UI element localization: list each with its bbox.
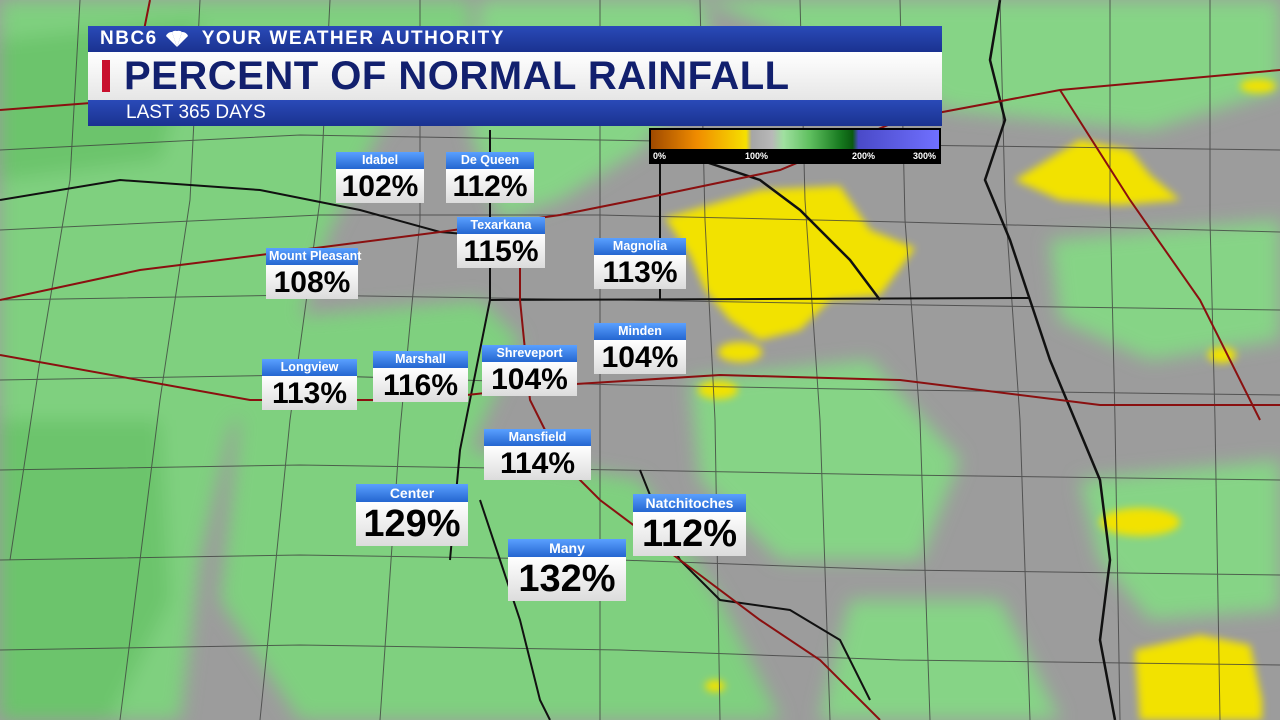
legend-label-0: 0% — [653, 151, 667, 161]
city-label-longview: Longview 113% — [262, 359, 357, 410]
city-name: Mount Pleasant — [266, 248, 361, 265]
city-label-mount-pleasant: Mount Pleasant 108% — [266, 248, 361, 299]
city-value: 129% — [356, 502, 468, 546]
city-name: Texarkana — [457, 217, 545, 234]
city-name: Natchitoches — [633, 494, 746, 512]
rivers — [699, 0, 1117, 720]
city-value: 113% — [262, 376, 357, 410]
city-label-mansfield: Mansfield 114% — [484, 429, 591, 480]
city-label-center: Center 129% — [356, 484, 468, 546]
city-value: 132% — [508, 557, 626, 601]
tagline: YOUR WEATHER AUTHORITY — [201, 28, 505, 49]
nbc6-logo: NBC6 — [100, 28, 192, 50]
city-label-de-queen: De Queen 112% — [446, 152, 534, 203]
legend-gradient — [651, 130, 939, 149]
page-title: PERCENT OF NORMAL RAINFALL — [124, 53, 790, 98]
subtitle: LAST 365 DAYS — [126, 102, 266, 123]
title-accent — [102, 60, 110, 92]
city-value: 113% — [594, 255, 686, 289]
city-name: Longview — [262, 359, 357, 376]
city-name: Magnolia — [594, 238, 686, 255]
city-name: Many — [508, 539, 626, 557]
city-value: 104% — [482, 362, 577, 396]
city-label-idabel: Idabel 102% — [336, 152, 424, 203]
city-name: Center — [356, 484, 468, 502]
city-value: 112% — [446, 169, 534, 203]
city-name: Shreveport — [482, 345, 577, 362]
city-value: 112% — [633, 512, 746, 556]
peacock-icon — [165, 30, 188, 47]
city-value: 115% — [457, 234, 545, 268]
city-label-many: Many 132% — [508, 539, 626, 601]
brand-bar: NBC6 YOUR WEATHER AUTHORITY — [88, 26, 942, 52]
city-label-shreveport: Shreveport 104% — [482, 345, 577, 396]
state-borders — [0, 130, 1031, 720]
city-value: 102% — [336, 169, 424, 203]
city-name: Marshall — [373, 351, 468, 368]
legend-label-300: 300% — [913, 151, 937, 161]
subtitle-bar: LAST 365 DAYS — [88, 100, 942, 126]
title-bar: PERCENT OF NORMAL RAINFALL — [88, 52, 942, 100]
legend-label-200: 200% — [852, 151, 876, 161]
city-name: Mansfield — [484, 429, 591, 446]
city-name: Minden — [594, 323, 686, 340]
legend-label-100: 100% — [745, 151, 769, 161]
city-label-marshall: Marshall 116% — [373, 351, 468, 402]
city-label-magnolia: Magnolia 113% — [594, 238, 686, 289]
city-value: 108% — [266, 265, 358, 299]
city-value: 104% — [594, 340, 686, 374]
city-name: De Queen — [446, 152, 534, 169]
city-label-natchitoches: Natchitoches 112% — [633, 494, 746, 556]
graphic-header: NBC6 YOUR WEATHER AUTHORITY PERCENT OF N… — [88, 26, 942, 126]
brand-name: NBC6 — [100, 28, 158, 49]
city-value: 116% — [373, 368, 468, 402]
city-value: 114% — [484, 446, 591, 480]
color-legend: 0% 100% 200% 300% — [649, 128, 941, 164]
city-name: Idabel — [336, 152, 424, 169]
city-label-minden: Minden 104% — [594, 323, 686, 374]
city-label-texarkana: Texarkana 115% — [457, 217, 545, 268]
